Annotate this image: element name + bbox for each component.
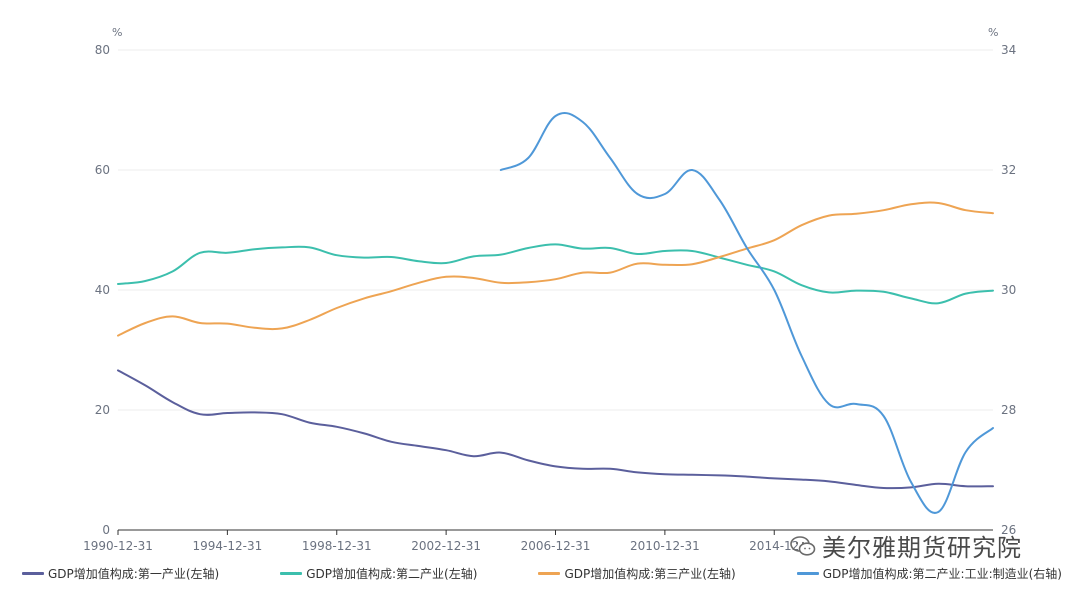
- y-right-tick-label: 32: [1001, 163, 1016, 177]
- legend-swatch: [22, 571, 44, 575]
- legend-swatch: [796, 571, 819, 575]
- x-tick-label: 2014-12: [749, 539, 799, 553]
- wechat-icon: [790, 535, 816, 556]
- x-tick-label: 1998-12-31: [302, 539, 372, 553]
- x-tick-label: 1994-12-31: [193, 539, 263, 553]
- y-right-tick-label: 30: [1001, 283, 1016, 297]
- y-right-tick-label: 34: [1001, 43, 1016, 57]
- y-left-tick-label: 20: [95, 403, 110, 417]
- watermark: 美尔雅期货研究院: [790, 528, 1022, 563]
- y-right-unit: %: [988, 26, 998, 39]
- x-tick-label: 1990-12-31: [83, 539, 153, 553]
- legend-item-1[interactable]: GDP增加值构成:第一产业(左轴): [22, 563, 219, 583]
- y-right-tick-label: 26: [1001, 523, 1016, 537]
- legend-item-4[interactable]: GDP增加值构成:第二产业:工业:制造业(右轴): [796, 563, 1062, 583]
- y-right-tick-label: 28: [1001, 403, 1016, 417]
- legend-item-3[interactable]: GDP增加值构成:第三产业(左轴): [538, 563, 736, 583]
- x-tick-label: 2006-12-31: [521, 539, 591, 553]
- series-lines: [117, 112, 994, 514]
- legend-label: GDP增加值构成:第二产业:工业:制造业(右轴): [822, 566, 1062, 581]
- y-left-tick-label: 40: [95, 283, 110, 297]
- legend-swatch: [538, 571, 561, 575]
- x-tick-label: 2010-12-31: [630, 539, 700, 553]
- legend-item-2[interactable]: GDP增加值构成:第二产业(左轴): [280, 563, 477, 583]
- legend: GDP增加值构成:第一产业(左轴) GDP增加值构成:第二产业(左轴) GDP增加值…: [0, 563, 1080, 583]
- gridlines: [118, 49, 993, 411]
- legend-label: GDP增加值构成:第二产业(左轴): [306, 566, 478, 581]
- y-left-tick-label: 0: [102, 523, 110, 537]
- legend-label: GDP增加值构成:第一产业(左轴): [48, 566, 220, 581]
- x-tick-label: 2002-12-31: [411, 539, 481, 553]
- y-left-tick-label: 80: [95, 43, 110, 57]
- y-left-tick-label: 60: [95, 163, 110, 177]
- axes: % % 0 20 40 60 80 26 28 30 32 34 1990-12-31 1994-12…: [83, 26, 1016, 553]
- series-line-1: [117, 369, 994, 490]
- line-chart: % % 0 20 40 60 80 26 28 30 32 34 1990-12-31 1994-12…: [83, 26, 1016, 553]
- series-line-2: [117, 243, 994, 305]
- legend-swatch: [280, 571, 303, 575]
- watermark-text: 美尔雅期货研究院: [822, 534, 1022, 562]
- y-left-unit: %: [112, 26, 122, 39]
- series-line-3: [117, 201, 994, 337]
- series-line-4: [499, 112, 994, 514]
- legend-label: GDP增加值构成:第三产业(左轴): [564, 566, 736, 581]
